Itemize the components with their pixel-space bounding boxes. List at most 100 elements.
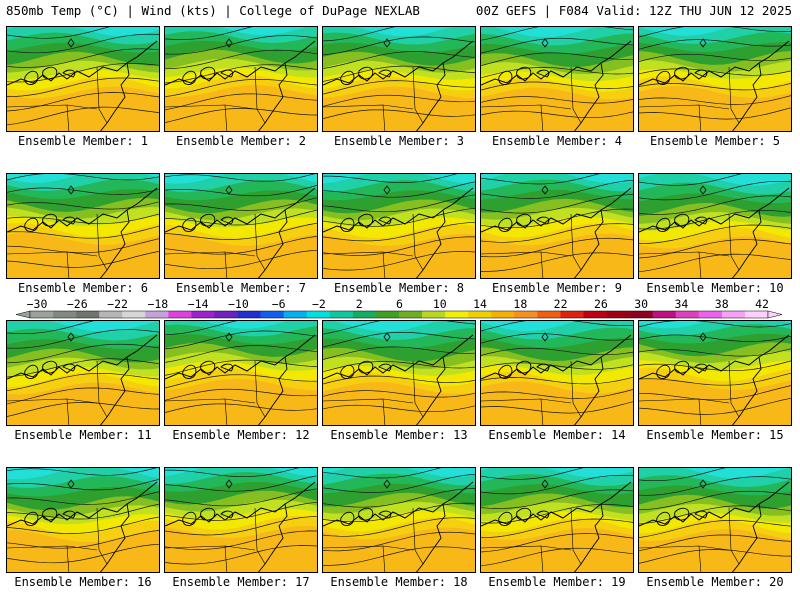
scale-swatch (260, 311, 284, 318)
ensemble-map-panel (164, 173, 318, 279)
temperature-map (639, 174, 791, 278)
scale-swatch (306, 311, 331, 318)
scale-tick-label: −18 (147, 297, 169, 311)
ensemble-map-panel (6, 467, 160, 573)
ensemble-member-label: Ensemble Member: 1 (17, 134, 149, 148)
scale-tick-label: 38 (714, 297, 729, 311)
ensemble-member-label: Ensemble Member: 5 (649, 134, 781, 148)
temperature-map (481, 27, 633, 131)
scale-tick-label: −2 (312, 297, 326, 311)
map-title: 850mb Temp (°C) | Wind (kts) | College o… (6, 3, 420, 18)
scale-swatch (445, 311, 469, 318)
scale-swatch (145, 311, 169, 318)
temperature-color-scale (15, 310, 783, 319)
ensemble-member-label: Ensemble Member: 11 (14, 428, 152, 442)
scale-tick-label: −30 (26, 297, 48, 311)
ensemble-map-panel (480, 467, 634, 573)
temperature-map (639, 27, 791, 131)
ensemble-map-panel (164, 26, 318, 132)
scale-swatch (191, 311, 215, 318)
scale-swatch (698, 311, 723, 318)
scale-swatch (422, 311, 446, 318)
temperature-map (165, 468, 317, 572)
scale-swatch (675, 311, 700, 318)
scale-swatch (399, 311, 423, 318)
ensemble-member-label: Ensemble Member: 9 (491, 281, 623, 295)
scale-swatch (468, 311, 492, 318)
ensemble-map-panel (480, 26, 634, 132)
scale-tick-label: −22 (107, 297, 128, 311)
scale-swatch (514, 311, 538, 318)
ensemble-member-label: Ensemble Member: 18 (330, 575, 468, 589)
scale-tick-label: 10 (432, 297, 447, 311)
ensemble-map-panel (6, 173, 160, 279)
ensemble-member-label: Ensemble Member: 2 (175, 134, 307, 148)
ensemble-map-panel (638, 467, 792, 573)
scale-swatch (491, 311, 515, 318)
scale-swatch (375, 311, 400, 318)
temperature-map (323, 174, 475, 278)
temperature-map (481, 468, 633, 572)
ensemble-member-label: Ensemble Member: 19 (488, 575, 626, 589)
scale-swatch (168, 311, 192, 318)
scale-swatch (652, 311, 677, 318)
scale-tick-label: 14 (473, 297, 487, 311)
temperature-map (323, 321, 475, 425)
scale-tick-label: 26 (593, 297, 608, 311)
scale-swatch (537, 311, 561, 318)
scale-swatch (122, 311, 146, 318)
scale-swatch (560, 311, 584, 318)
ensemble-map-panel (480, 173, 634, 279)
ensemble-member-label: Ensemble Member: 6 (17, 281, 149, 295)
ensemble-member-label: Ensemble Member: 4 (491, 134, 623, 148)
ensemble-member-label: Ensemble Member: 12 (172, 428, 310, 442)
ensemble-member-label: Ensemble Member: 20 (646, 575, 784, 589)
scale-tick-label: 2 (355, 297, 363, 311)
temperature-map (7, 468, 159, 572)
ensemble-member-label: Ensemble Member: 10 (646, 281, 784, 295)
ensemble-member-label: Ensemble Member: 8 (333, 281, 465, 295)
scale-swatch (352, 311, 377, 318)
ensemble-member-label: Ensemble Member: 17 (172, 575, 310, 589)
ensemble-map-panel (6, 26, 160, 132)
ensemble-map-panel (6, 320, 160, 426)
scale-swatch (30, 311, 54, 318)
temperature-map (165, 321, 317, 425)
temperature-map (165, 174, 317, 278)
scale-tick-label: 6 (396, 297, 403, 311)
ensemble-member-label: Ensemble Member: 15 (646, 428, 784, 442)
ensemble-member-label: Ensemble Member: 14 (488, 428, 626, 442)
scale-swatch (329, 311, 354, 318)
scale-swatch (606, 311, 630, 318)
temperature-map (639, 468, 791, 572)
ensemble-map-panel (164, 467, 318, 573)
scale-swatch (99, 311, 123, 318)
ensemble-member-label: Ensemble Member: 7 (175, 281, 307, 295)
ensemble-map-panel (638, 320, 792, 426)
scale-tick-label: 18 (513, 297, 528, 311)
scale-tick-label: 30 (634, 297, 649, 311)
ensemble-map-panel (322, 173, 476, 279)
scale-tick-label: 22 (553, 297, 568, 311)
temperature-map (481, 174, 633, 278)
ensemble-member-label: Ensemble Member: 16 (14, 575, 152, 589)
temperature-map (323, 468, 475, 572)
scale-swatch (53, 311, 77, 318)
temperature-map (7, 27, 159, 131)
ensemble-map-panel (638, 173, 792, 279)
temperature-map (481, 321, 633, 425)
scale-tick-label: −26 (66, 297, 88, 311)
scale-tick-label: −10 (227, 297, 249, 311)
ensemble-map-panel (164, 320, 318, 426)
scale-tick-label: −6 (271, 297, 286, 311)
scale-swatch (629, 311, 653, 318)
temperature-map (323, 27, 475, 131)
temperature-map (7, 321, 159, 425)
scale-swatch (583, 311, 607, 318)
ensemble-map-panel (638, 26, 792, 132)
ensemble-map-panel (322, 26, 476, 132)
scale-tick-label: 42 (755, 297, 769, 311)
scale-swatch (721, 311, 746, 318)
scale-swatch (214, 311, 238, 318)
scale-swatch (76, 311, 100, 318)
